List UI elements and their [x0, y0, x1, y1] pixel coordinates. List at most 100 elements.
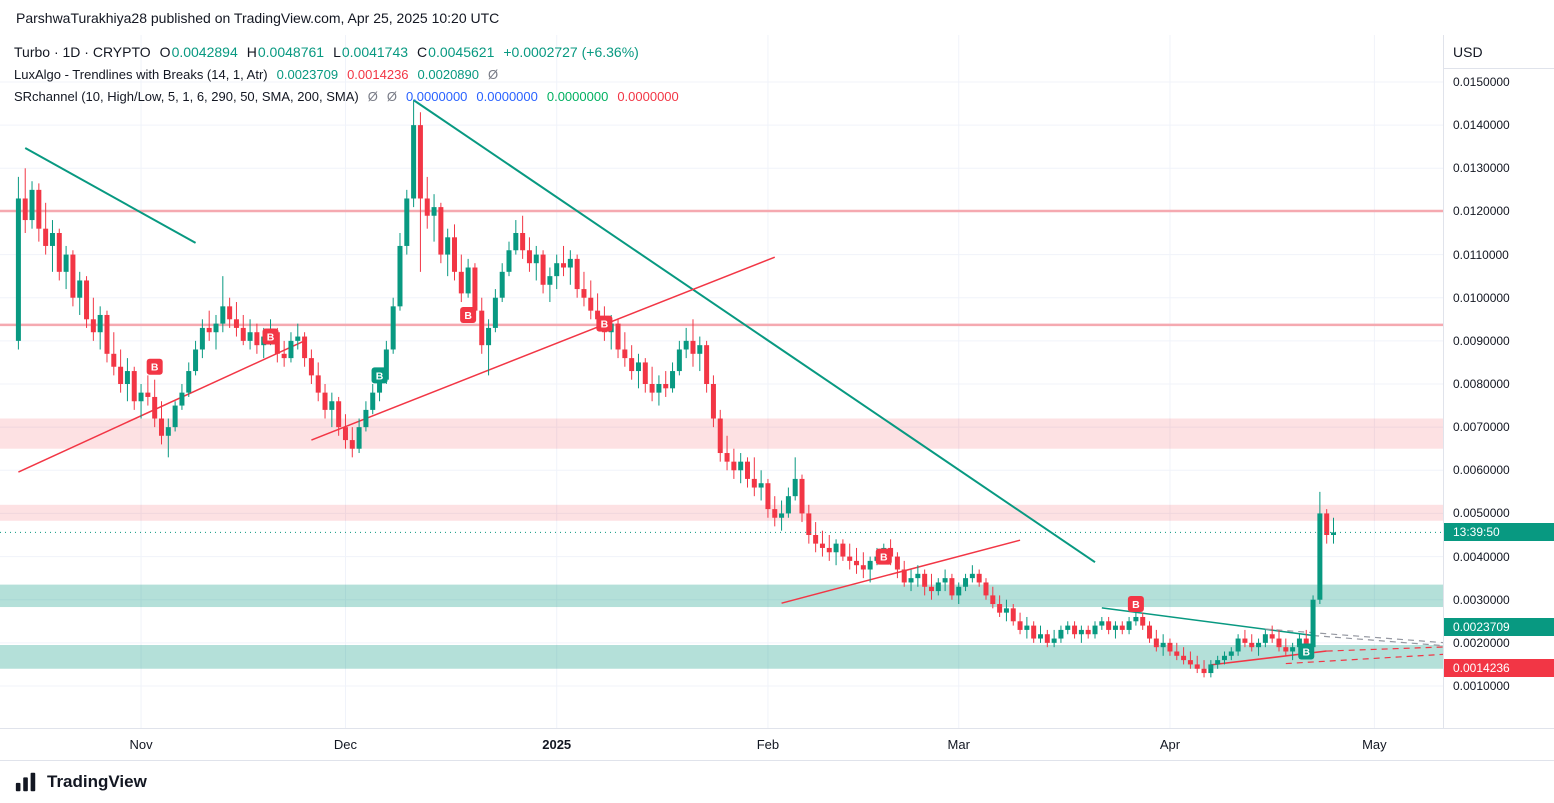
candle-body — [1010, 608, 1016, 622]
candle-body — [1051, 638, 1057, 643]
low-value: 0.0041743 — [341, 44, 409, 60]
candle-body — [308, 358, 314, 376]
candle-body — [1017, 621, 1023, 630]
time-axis-label: Nov — [129, 737, 153, 752]
candle-body — [104, 314, 110, 354]
candle-body — [717, 418, 723, 454]
currency-label[interactable]: USD — [1444, 35, 1554, 69]
price-change: +0.0002727 (+6.36%) — [503, 44, 639, 60]
candle-body — [1187, 660, 1193, 665]
candle-body — [1331, 532, 1337, 535]
candle-body — [806, 513, 812, 535]
candle-body — [1310, 599, 1316, 648]
breakout-marker — [1127, 596, 1144, 613]
trendline — [1265, 628, 1443, 644]
ohlc-close: C 0.0045621 — [417, 44, 494, 60]
breakout-marker-label: B — [267, 332, 275, 344]
price-tick: 0.0130000 — [1453, 161, 1510, 176]
candle-body — [860, 565, 866, 570]
candle-body — [751, 478, 757, 488]
candle-body — [336, 401, 342, 428]
candle-body — [1283, 647, 1289, 652]
candle-body — [772, 509, 778, 518]
candle-body — [36, 189, 42, 229]
candle-body — [1208, 664, 1214, 674]
candle-body — [676, 349, 682, 372]
breakout-marker-label: B — [151, 362, 159, 374]
time-axis-label: May — [1362, 737, 1387, 752]
candle-body — [731, 461, 737, 471]
luxalgo-title[interactable]: LuxAlgo - Trendlines with Breaks (14, 1,… — [14, 66, 268, 82]
candle-body — [1078, 629, 1084, 635]
candle-body — [1215, 660, 1221, 665]
candle-body — [438, 207, 444, 255]
candle-body — [540, 254, 546, 285]
trendline — [1326, 646, 1443, 652]
candle-body — [131, 371, 137, 402]
price-tick: 0.0120000 — [1453, 204, 1510, 219]
candle-body — [526, 250, 532, 264]
candle-body — [1228, 651, 1234, 656]
candle-body — [1085, 629, 1091, 635]
candle-body — [983, 582, 989, 596]
candle-body — [799, 478, 805, 514]
candle-body — [942, 578, 948, 583]
candle-body — [901, 569, 907, 583]
price-tick: 0.0030000 — [1453, 592, 1510, 607]
candle-body — [465, 267, 471, 294]
candle-body — [1194, 664, 1200, 669]
candle-body — [670, 371, 676, 389]
price-tick: 0.0040000 — [1453, 549, 1510, 564]
candlestick-chart[interactable]: B B B B B B B B — [0, 35, 1443, 728]
candle-body — [322, 392, 328, 410]
candle-body — [629, 358, 635, 372]
tradingview-brand[interactable]: TradingView — [47, 772, 147, 791]
price-axis[interactable]: USD 0.0150000 0.0140000 0.0130000 0.0120000… — [1443, 35, 1554, 728]
candle-body — [411, 125, 417, 199]
candle-body — [649, 384, 655, 393]
candle-body — [479, 310, 485, 346]
srchannel-title[interactable]: SRchannel (10, High/Low, 5, 1, 6, 290, 5… — [14, 88, 359, 104]
candle-body — [356, 427, 362, 449]
candle-body — [724, 453, 730, 462]
time-axis-label: Mar — [947, 737, 970, 752]
price-tick: 0.0140000 — [1453, 118, 1510, 133]
candle-body — [1167, 642, 1173, 652]
tradingview-logo-icon[interactable] — [14, 770, 38, 794]
price-tick: 0.0110000 — [1453, 247, 1509, 262]
srchannel-value-3: 0.0000000 — [546, 88, 609, 104]
candle-body — [397, 245, 403, 307]
candle-body — [1112, 625, 1118, 630]
candle-body — [922, 573, 928, 587]
candle-body — [1092, 625, 1098, 635]
candle-body — [520, 233, 526, 251]
candle-body — [1221, 655, 1227, 661]
candle-body — [894, 556, 900, 570]
candle-body — [533, 254, 539, 264]
countdown-price-label: 13:39:50 — [1444, 523, 1554, 542]
price-tick: 0.0150000 — [1453, 75, 1510, 89]
candle-body — [1160, 642, 1166, 648]
trendline — [413, 99, 1096, 564]
candle-body — [1276, 638, 1282, 648]
candle-body — [1262, 634, 1268, 643]
candle-body — [213, 323, 219, 333]
breakout-marker-label: B — [880, 552, 888, 564]
candle-body — [765, 483, 771, 510]
candle-body — [976, 573, 982, 583]
high-label: H — [246, 44, 257, 60]
candle-body — [145, 392, 151, 397]
candle-body — [124, 371, 130, 384]
symbol-title[interactable]: Turbo · 1D · CRYPTO — [14, 44, 151, 60]
candle-body — [704, 345, 710, 384]
candle-body — [288, 340, 294, 359]
srchannel-empty-2: Ø — [386, 88, 397, 104]
price-tick: 0.0010000 — [1453, 679, 1510, 693]
candle-body — [56, 233, 62, 272]
candle-body — [1201, 668, 1207, 674]
candle-body — [390, 306, 396, 350]
candle-body — [1235, 638, 1241, 652]
candle-body — [383, 349, 389, 380]
candle-body — [642, 362, 648, 384]
time-axis[interactable]: Nov Dec 2025 Feb Mar Apr May — [0, 728, 1554, 760]
